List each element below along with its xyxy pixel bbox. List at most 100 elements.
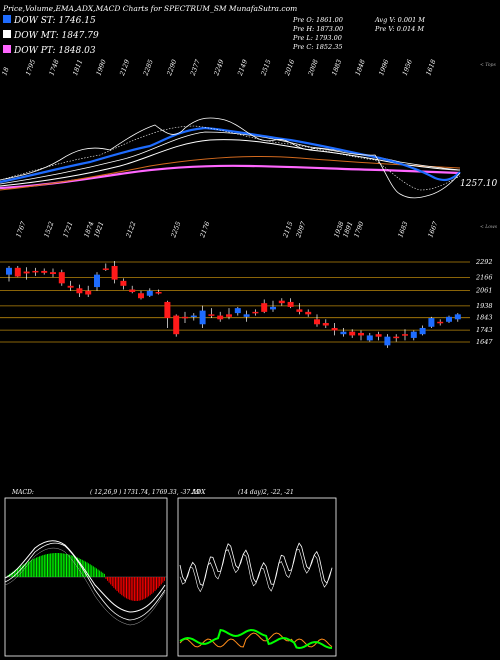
dow-st-label: DOW ST: 1746.15 [13, 16, 96, 26]
pre-open: Pre O: 1861.00 [292, 16, 343, 24]
top-label: 1811 [71, 58, 84, 76]
candle-body [261, 303, 268, 312]
top-label: 2290 [165, 58, 179, 77]
candle-body [358, 332, 364, 336]
price-level-label: 1647 [476, 338, 493, 346]
candle-body [94, 274, 100, 288]
candle-body [85, 290, 92, 295]
low-label: 1667 [426, 220, 439, 239]
dow-pt-swatch [3, 45, 11, 53]
candle-body [278, 300, 285, 304]
avg-volume: Avg V: 0.001 M [374, 16, 425, 24]
pre-high: Pre H: 1873.00 [292, 25, 343, 33]
top-label: 2016 [283, 58, 297, 77]
chart-title: Price,Volume,EMA,ADX,MACD Charts for SPE… [2, 4, 297, 13]
top-label: 2249 [212, 58, 226, 77]
candle-body [164, 301, 171, 319]
macd-line [4, 540, 166, 613]
candle-body [14, 267, 21, 277]
top-label: 2008 [306, 58, 320, 77]
candle-body [129, 289, 136, 293]
candle-body [155, 292, 162, 294]
price-level-label: 1843 [476, 314, 493, 322]
macd-signal-line [4, 542, 166, 621]
candle-body [366, 335, 373, 341]
price-level-label: 2292 [475, 258, 493, 266]
top-label: 2377 [188, 58, 202, 78]
pre-volume: Pre V: 0.014 M [374, 25, 424, 33]
dow-mt-swatch [3, 30, 11, 38]
adx-line-2 [179, 549, 333, 593]
macd-extra-line [4, 547, 166, 626]
price-level-label: 2166 [475, 274, 493, 282]
low-label: 1683 [396, 220, 409, 238]
candle-body [226, 314, 232, 317]
candles [6, 261, 461, 348]
candle-body [252, 311, 259, 314]
candle-body [199, 310, 206, 325]
top-label: 1990 [95, 58, 108, 76]
candle-body [102, 268, 109, 270]
candle-body [41, 270, 48, 273]
ema-line-mt [0, 139, 461, 187]
adx-label: ADX [191, 489, 206, 496]
candle-body [6, 267, 12, 275]
pre-close: Pre C: 1852.35 [292, 43, 343, 51]
candle-body [384, 336, 391, 346]
ema-line-mid [0, 131, 461, 185]
candle-body [190, 315, 197, 318]
adx-params: (14 day)2, -22, -21 [238, 489, 294, 496]
ema-line-short [0, 125, 461, 191]
candle-body [50, 272, 56, 275]
price-levels: 2292 2166 2061 1938 1843 1743 1647 [0, 258, 493, 346]
low-label: 2255 [169, 220, 183, 239]
low-label: 1522 [42, 220, 55, 238]
price-level-label: 1938 [476, 302, 493, 310]
candle-body [296, 309, 303, 312]
candle-body [287, 301, 294, 307]
low-label: 2115 [281, 220, 295, 239]
top-label: 2285 [141, 58, 155, 77]
candle-body [58, 272, 65, 284]
candle-body [437, 321, 444, 324]
ema-line-st [0, 126, 461, 184]
plus-di-line [179, 628, 333, 650]
tops-marker: < Tops [480, 62, 496, 68]
dow-pt-label: DOW PT: 1848.03 [13, 46, 96, 56]
candle-body [67, 285, 74, 288]
candle-body [146, 290, 153, 296]
candle-body [419, 327, 426, 335]
top-label: 1956 [401, 58, 414, 76]
candle-body [314, 319, 320, 325]
price-level-label: 1743 [476, 326, 493, 334]
candle-body [76, 288, 83, 294]
price-line [0, 117, 461, 199]
candle-body [138, 293, 144, 299]
ema-value-label: 1257.10 [460, 179, 497, 189]
top-label: 1883 [330, 58, 343, 76]
candle-body [217, 315, 224, 320]
candle-body [375, 334, 382, 337]
price-level-label: 2061 [475, 287, 493, 295]
ema-line-long [0, 155, 461, 191]
top-label: 1748 [47, 58, 60, 76]
candle-body [120, 280, 127, 286]
dow-mt-label: DOW MT: 1847.79 [13, 31, 99, 41]
low-label: 2097 [294, 220, 308, 240]
top-label: 1795 [24, 58, 37, 76]
macd-histogram [7, 553, 165, 601]
macd-params: ( 12,26,9 ) 1731.74, 1769.33, -37.59 [90, 489, 200, 496]
candle-body [393, 336, 400, 339]
tops-labels: 18 1795 1748 1811 1990 2129 2285 2290 2377 2249 21… [0, 58, 437, 78]
dow-st-swatch [3, 15, 11, 23]
candle-body [270, 306, 276, 310]
candle-body [111, 265, 118, 280]
lows-marker: < Lows [480, 224, 498, 230]
low-label: 2176 [198, 220, 212, 239]
candle-body [32, 270, 39, 273]
low-label: 2122 [124, 220, 138, 239]
candle-body [182, 316, 188, 319]
candle-body [428, 318, 435, 327]
